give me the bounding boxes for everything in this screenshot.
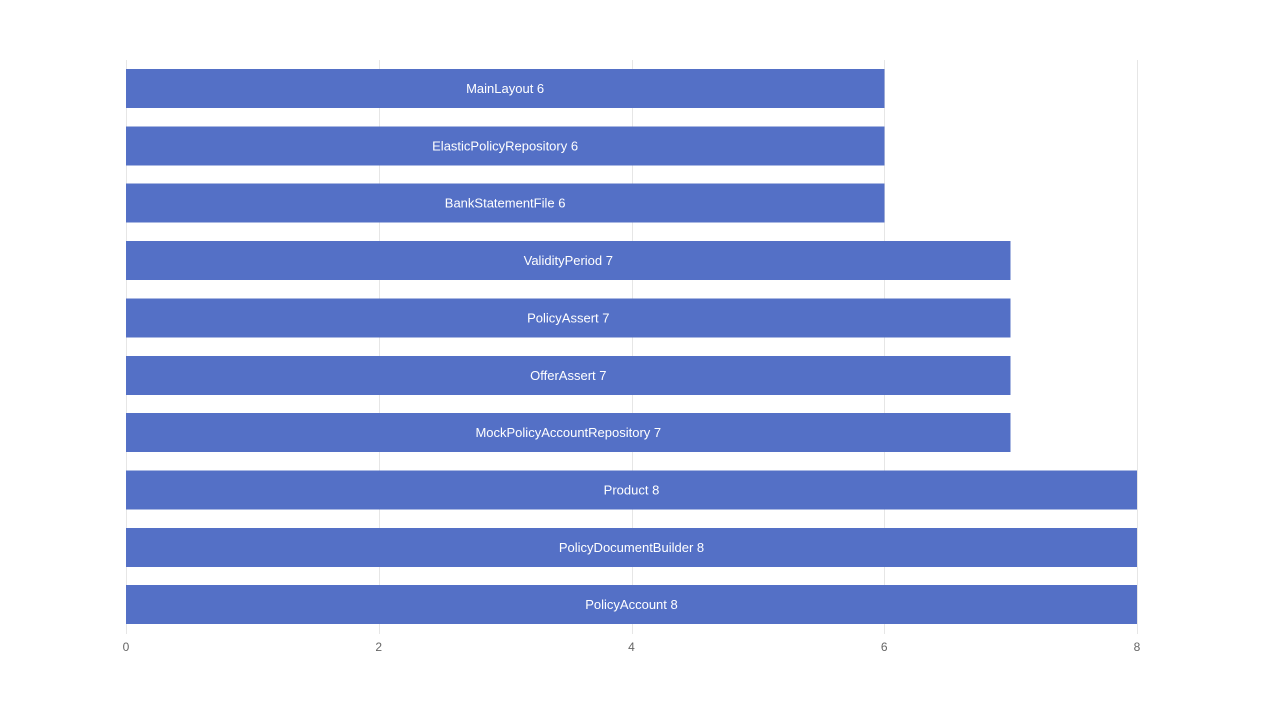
bar-MainLayout[interactable] xyxy=(126,69,885,108)
bar-BankStatementFile[interactable] xyxy=(126,183,885,223)
bar-data-label: ElasticPolicyRepository 6 xyxy=(432,138,578,153)
bar-OfferAssert[interactable] xyxy=(126,355,1011,395)
bar-label-layer: MainLayout 6 ElasticPolicyRepository 6 Ban… xyxy=(432,81,704,612)
bar-layer xyxy=(126,69,1137,625)
bar-ElasticPolicyRepository[interactable] xyxy=(126,126,885,166)
bar-MockPolicyAccountRepository[interactable] xyxy=(126,413,1011,453)
bar-PolicyAccount[interactable] xyxy=(126,585,1137,625)
bar-data-label: PolicyAccount 8 xyxy=(585,597,678,612)
x-tick-label: 2 xyxy=(375,640,382,654)
bar-PolicyAssert[interactable] xyxy=(126,298,1011,338)
bar-Product[interactable] xyxy=(126,470,1137,510)
bar-data-label: PolicyAssert 7 xyxy=(527,310,609,325)
bar-data-label: OfferAssert 7 xyxy=(530,368,606,383)
bar-data-label: MockPolicyAccountRepository 7 xyxy=(475,425,661,440)
x-tick-label: 4 xyxy=(628,640,635,654)
bar-data-label: Product 8 xyxy=(604,482,660,497)
x-tick-label: 8 xyxy=(1134,640,1141,654)
bar-PolicyDocumentBuilder[interactable] xyxy=(126,527,1137,567)
bar-data-label: BankStatementFile 6 xyxy=(445,196,566,211)
x-axis-tick-layer: 0 2 4 6 8 xyxy=(123,640,1141,654)
x-tick-label: 0 xyxy=(123,640,130,654)
bar-data-label: ValidityPeriod 7 xyxy=(524,253,613,268)
bar-data-label: PolicyDocumentBuilder 8 xyxy=(559,540,704,555)
bar-data-label: MainLayout 6 xyxy=(466,81,544,96)
bar-ValidityPeriod[interactable] xyxy=(126,241,1011,281)
x-tick-label: 6 xyxy=(881,640,888,654)
